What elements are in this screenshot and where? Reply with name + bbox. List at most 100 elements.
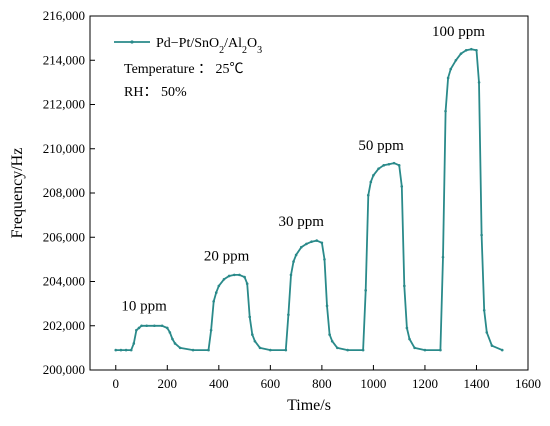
- y-tick-label: 214,000: [43, 52, 85, 67]
- data-point: [480, 233, 483, 237]
- data-point: [477, 81, 481, 84]
- data-point: [454, 58, 458, 62]
- data-point: [328, 333, 331, 336]
- data-point: [248, 315, 252, 319]
- data-point: [238, 273, 241, 277]
- data-point: [232, 273, 236, 277]
- data-point: [173, 342, 177, 345]
- series-layer: [114, 47, 504, 352]
- data-point: [140, 324, 143, 328]
- data-point: [405, 326, 409, 330]
- legend-condition: RH： 50%: [124, 85, 187, 100]
- data-point: [245, 282, 249, 286]
- x-tick-label: 600: [261, 376, 281, 391]
- data-point: [253, 339, 257, 343]
- data-point: [160, 324, 164, 328]
- data-point: [446, 76, 450, 80]
- data-point: [400, 185, 404, 188]
- data-point: [168, 331, 172, 334]
- data-point: [207, 348, 210, 352]
- x-tick-label: 1200: [412, 376, 438, 391]
- data-point: [258, 346, 262, 350]
- x-tick-label: 1000: [360, 376, 386, 391]
- data-point: [485, 331, 489, 334]
- x-tick-label: 800: [312, 376, 332, 391]
- x-tick-label: 0: [113, 376, 120, 391]
- x-tick-label: 200: [158, 376, 178, 391]
- data-point: [310, 240, 313, 243]
- y-tick-label: 200,000: [43, 362, 85, 377]
- data-point: [209, 328, 213, 332]
- data-point: [137, 326, 141, 330]
- data-point: [305, 242, 308, 246]
- y-tick-label: 210,000: [43, 141, 85, 156]
- data-point: [336, 346, 339, 350]
- data-point: [212, 300, 215, 303]
- legend-condition: Temperature ： 25℃: [124, 62, 244, 77]
- data-point: [320, 241, 324, 245]
- y-tick-label: 204,000: [43, 274, 85, 289]
- y-tick-label: 208,000: [43, 185, 85, 200]
- data-point: [269, 348, 272, 352]
- legend-name-part: Pd−Pt/SnO: [156, 36, 219, 51]
- y-tick-label: 206,000: [43, 229, 85, 244]
- data-point: [129, 348, 133, 352]
- data-point: [132, 342, 136, 345]
- data-point: [145, 324, 148, 328]
- data-point: [364, 289, 367, 292]
- data-point: [165, 326, 169, 330]
- data-point: [482, 308, 486, 312]
- legend-series-name: Pd−Pt/SnO2/Al2O3: [156, 36, 262, 56]
- data-point: [408, 337, 411, 341]
- legend-name-part: /Al: [224, 36, 242, 51]
- y-tick-label: 216,000: [43, 8, 85, 23]
- x-axis-ticks: 0 200 400 600 800 1000 1200 1400 1600: [113, 365, 541, 391]
- data-point: [251, 333, 254, 336]
- data-point: [227, 274, 231, 278]
- data-point: [392, 161, 396, 165]
- concentration-label: 20 ppm: [204, 248, 250, 264]
- data-point: [119, 348, 123, 352]
- data-point: [217, 284, 221, 288]
- concentration-label: 10 ppm: [121, 298, 167, 314]
- legend-marker-sample: [130, 40, 134, 44]
- data-point: [299, 245, 303, 249]
- data-point: [214, 291, 218, 294]
- data-point: [475, 48, 478, 52]
- data-point: [459, 52, 463, 55]
- data-point: [171, 337, 174, 341]
- data-point: [346, 348, 349, 352]
- x-axis-title: Time/s: [287, 397, 331, 414]
- legend-name-part: 2: [242, 45, 247, 56]
- data-point: [490, 344, 494, 347]
- concentration-label: 50 ppm: [358, 138, 404, 154]
- data-point: [114, 348, 118, 352]
- y-axis-ticks: 200,000 202,000 204,000 206,000 208,000 210,0…: [43, 8, 95, 377]
- data-point: [441, 255, 445, 259]
- data-point: [153, 324, 156, 328]
- data-point: [191, 348, 195, 352]
- data-point: [292, 260, 295, 263]
- data-point: [315, 239, 319, 242]
- data-point: [287, 313, 290, 316]
- data-point: [372, 174, 375, 177]
- data-point: [124, 348, 128, 352]
- data-point: [403, 284, 406, 288]
- data-point: [382, 164, 386, 167]
- y-axis-title: Frequency/Hz: [9, 148, 26, 239]
- annotations: 10 ppm 20 ppm 30 ppm 50 ppm 100 ppm: [121, 24, 485, 314]
- y-tick-label: 212,000: [43, 97, 85, 112]
- data-point: [413, 346, 416, 350]
- data-point: [294, 253, 298, 257]
- data-point: [449, 67, 453, 71]
- data-point: [423, 348, 427, 352]
- data-point: [284, 348, 288, 352]
- data-point: [135, 328, 138, 332]
- data-point: [377, 167, 380, 170]
- y-tick-label: 202,000: [43, 318, 85, 333]
- data-point: [323, 258, 326, 261]
- data-point: [369, 180, 373, 184]
- data-point: [330, 339, 334, 343]
